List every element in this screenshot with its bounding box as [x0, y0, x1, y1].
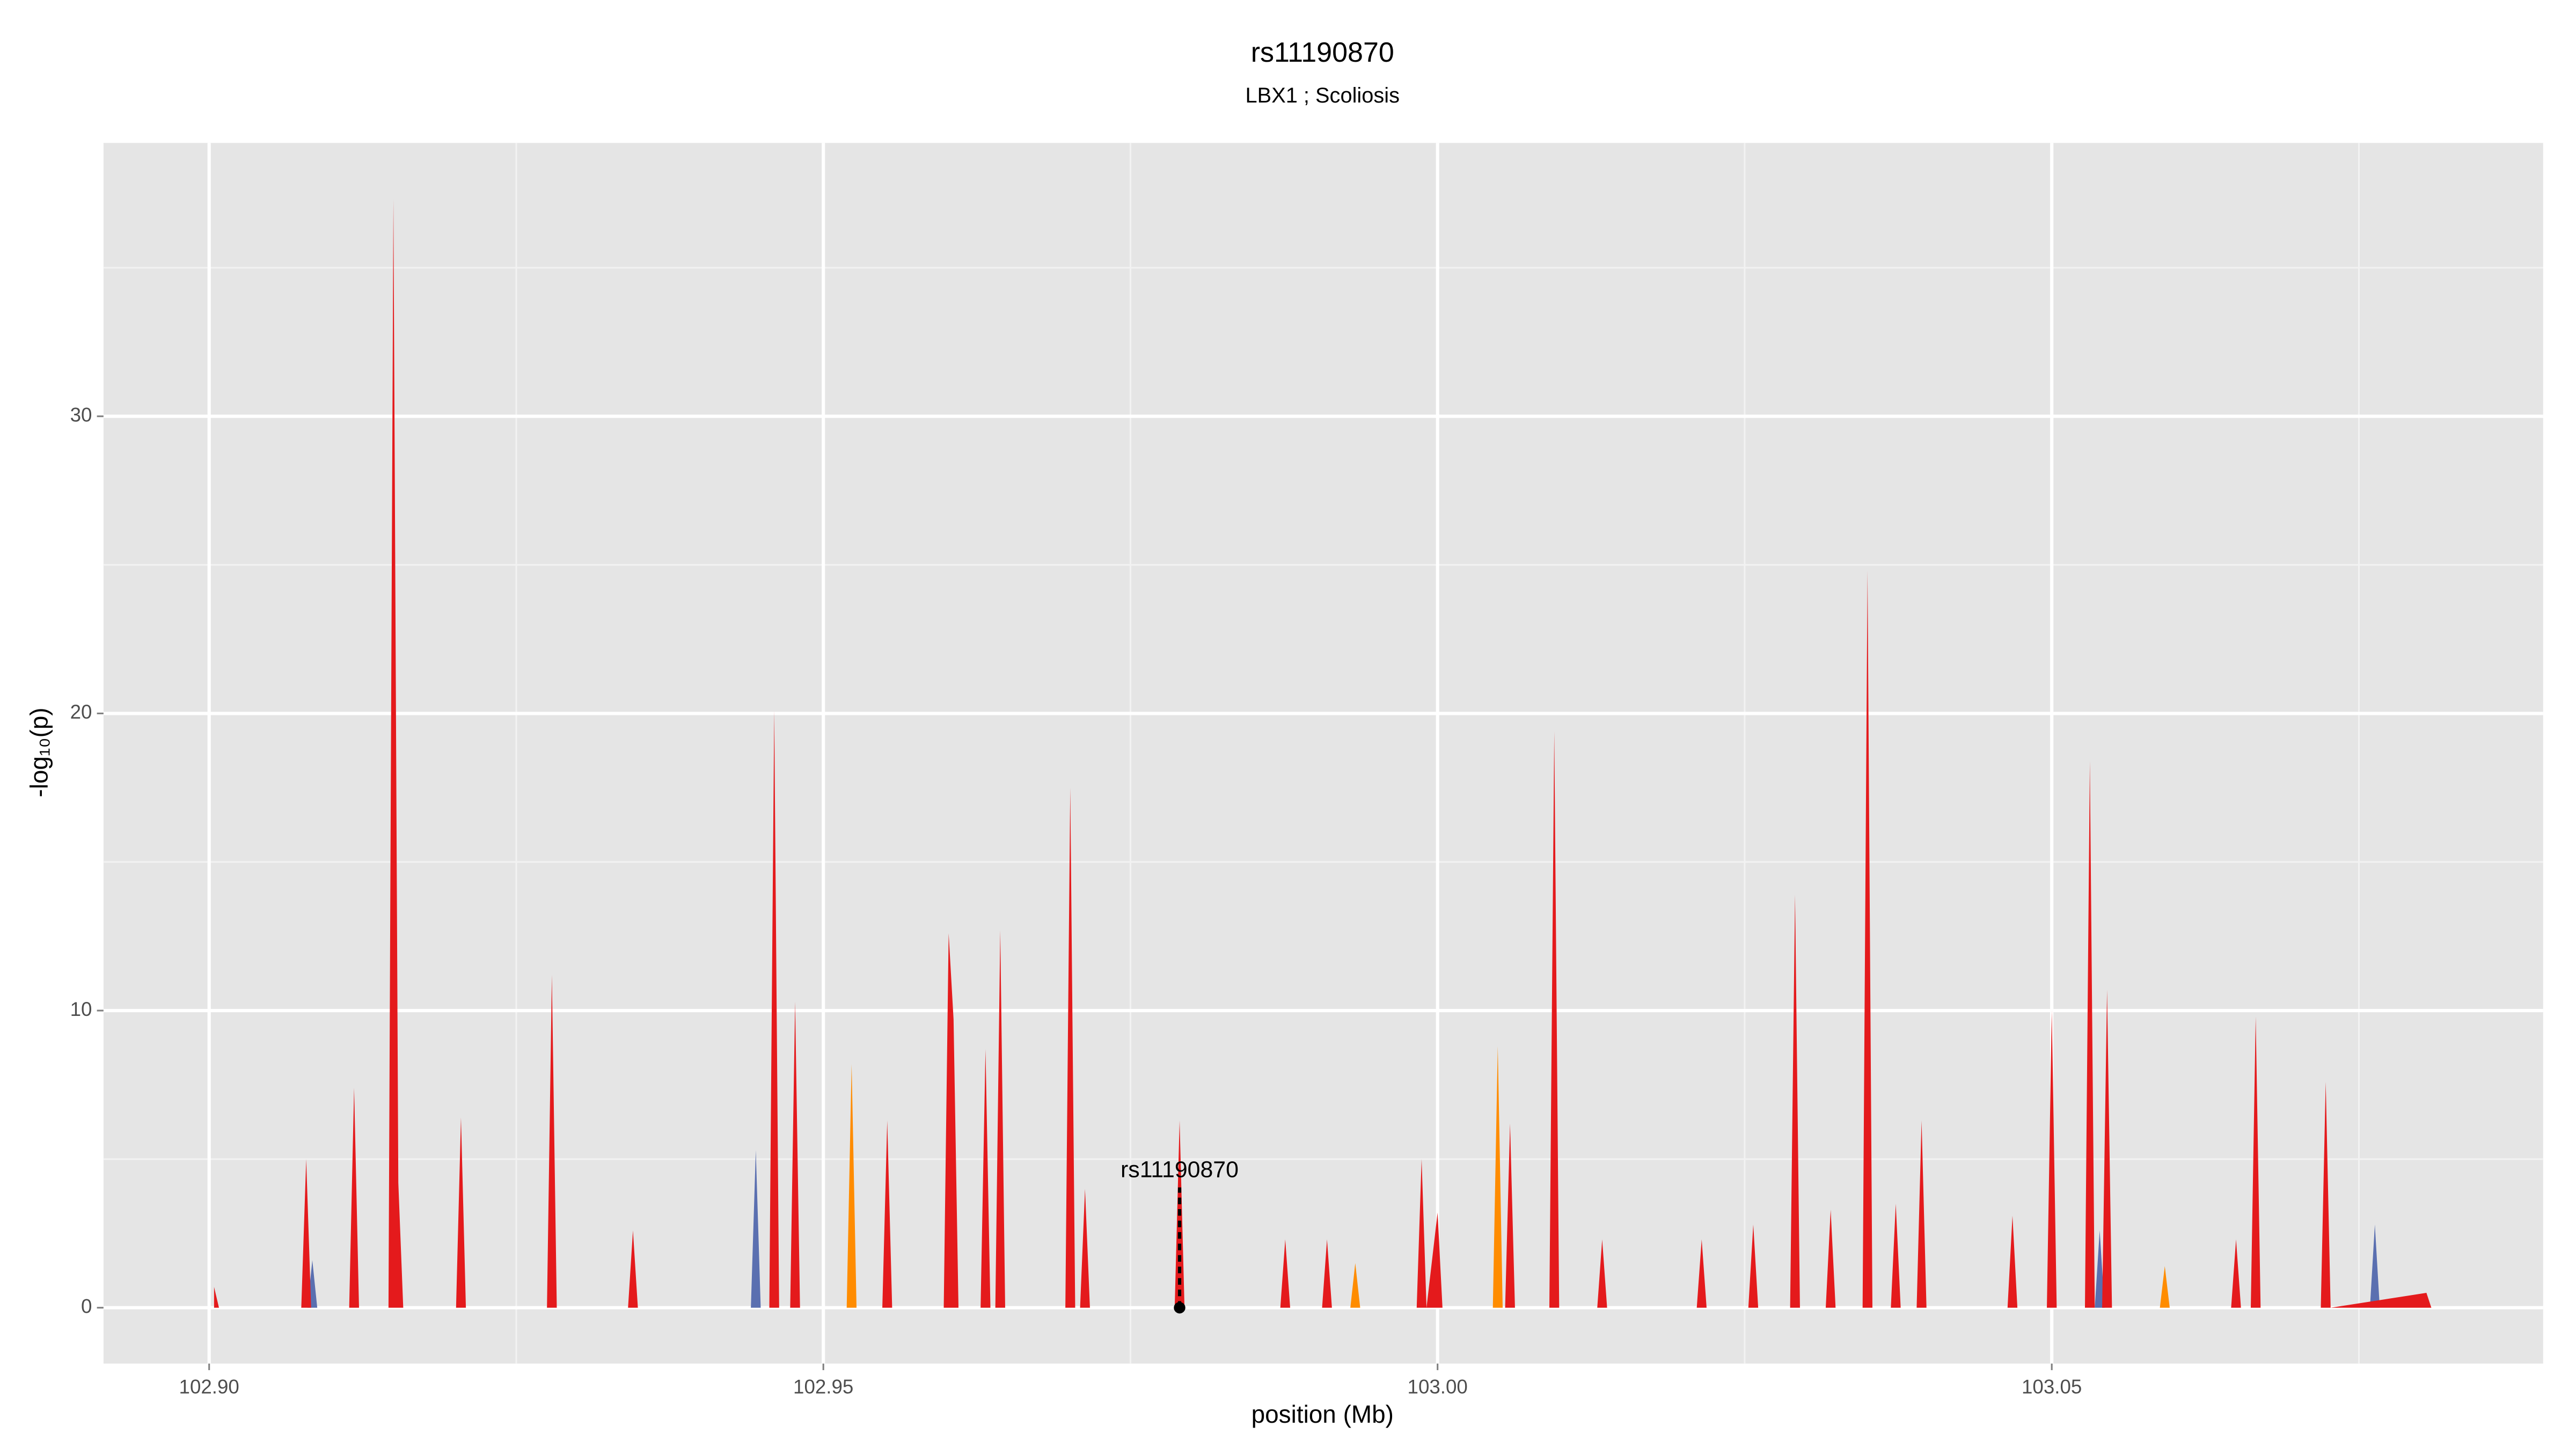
plot-panel: [103, 143, 2543, 1364]
annotation-label: rs11190870: [1121, 1157, 1239, 1182]
x-tick-label: 103.05: [2022, 1375, 2082, 1397]
y-tick-label: 10: [70, 998, 92, 1020]
x-tick-label: 103.00: [1408, 1375, 1468, 1397]
chart-title: rs11190870: [1251, 37, 1394, 68]
x-tick-label: 102.90: [179, 1375, 239, 1397]
x-axis-label: position (Mb): [1252, 1400, 1394, 1428]
y-tick-label: 20: [70, 701, 92, 723]
annotation-point: [1174, 1302, 1185, 1314]
y-tick-label: 0: [81, 1295, 92, 1317]
chart-subtitle: LBX1 ; Scoliosis: [1246, 84, 1400, 107]
y-axis-label: -log₁₀(p): [25, 707, 53, 797]
x-tick-label: 102.95: [793, 1375, 853, 1397]
y-tick-label: 30: [70, 404, 92, 426]
